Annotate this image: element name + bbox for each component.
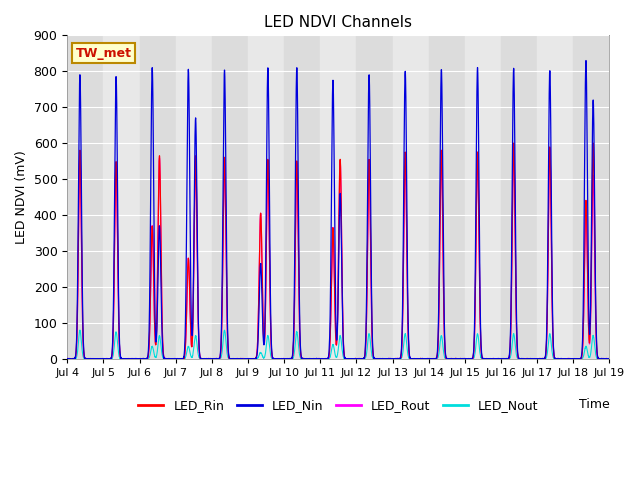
Bar (392, 36, 429, 359)
Bar (212, 36, 248, 359)
Bar (465, 36, 501, 359)
Bar (501, 36, 537, 359)
Y-axis label: LED NDVI (mV): LED NDVI (mV) (15, 150, 28, 244)
Bar (573, 36, 609, 359)
Bar (176, 36, 212, 359)
Bar (356, 36, 392, 359)
Legend: LED_Rin, LED_Nin, LED_Rout, LED_Nout: LED_Rin, LED_Nin, LED_Rout, LED_Nout (134, 395, 543, 418)
Bar (67, 36, 104, 359)
Bar (248, 36, 284, 359)
Bar (104, 36, 140, 359)
Text: TW_met: TW_met (76, 47, 131, 60)
Text: Time: Time (579, 398, 609, 411)
Bar (429, 36, 465, 359)
Bar (140, 36, 176, 359)
Title: LED NDVI Channels: LED NDVI Channels (264, 15, 412, 30)
Bar (284, 36, 320, 359)
Bar (537, 36, 573, 359)
Bar (320, 36, 356, 359)
